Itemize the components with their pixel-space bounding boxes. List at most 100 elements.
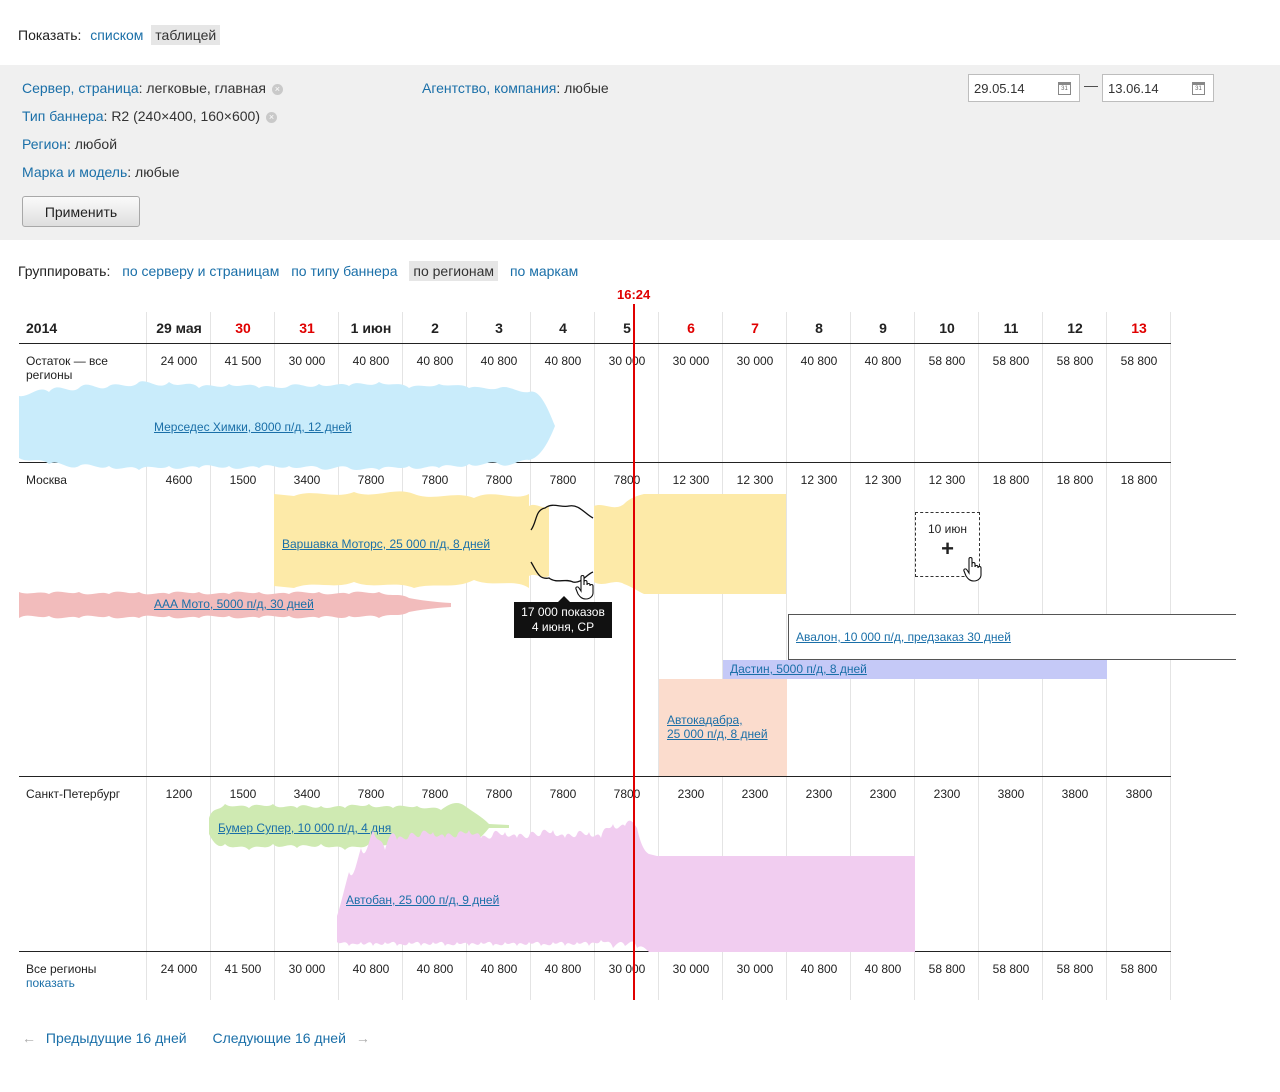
availability-value: 12 300 [928, 473, 966, 487]
filter-banner-link[interactable]: Тип баннера [22, 108, 104, 124]
campaign-blob-varshavka[interactable] [274, 484, 786, 596]
grid-column-line [722, 312, 723, 1000]
current-time-line [633, 304, 635, 1000]
campaign-link-varshavka[interactable]: Варшавка Моторс, 25 000 п/д, 8 дней [282, 537, 491, 551]
year-label: 2014 [26, 320, 58, 336]
view-list-link[interactable]: списком [90, 27, 144, 43]
availability-value: 40 800 [480, 962, 518, 976]
arrow-right-icon[interactable]: → [355, 1030, 370, 1046]
campaign-link-avalon[interactable]: Авалон, 10 000 п/д, предзаказ 30 дней [796, 630, 1011, 644]
grid-column-line [210, 312, 211, 1000]
add-slot-date: 10 июн [927, 522, 967, 536]
tooltip-impressions: 17 000 показов [521, 605, 605, 619]
availability-value: 58 800 [928, 962, 966, 976]
view-switch: Показать: списком таблицей [18, 25, 221, 45]
availability-value: 1200 [165, 787, 193, 801]
availability-value: 2300 [741, 787, 769, 801]
hand-pointer-icon [575, 574, 594, 600]
grid-column-line [786, 312, 787, 1000]
clear-banner-icon[interactable]: × [266, 112, 278, 123]
date-from-field[interactable]: 29.05.14 31 [968, 74, 1080, 102]
grouping-label: Группировать: [18, 263, 111, 279]
filter-server-link[interactable]: Сервер, страница [22, 80, 139, 96]
availability-value: 4600 [165, 473, 193, 487]
day-header: 2 [431, 320, 439, 336]
schedule-grid: 2014 29 мая 30 31 1 июн 2 3 4 5 6 7 8 9 10 11 12 13 Ост… [19, 312, 1236, 1000]
availability-value: 40 800 [800, 962, 838, 976]
group-by-brand-link[interactable]: по маркам [509, 263, 579, 279]
availability-value: 12 300 [736, 473, 774, 487]
availability-value: 7800 [357, 787, 385, 801]
grid-column-line [146, 312, 147, 1000]
campaign-bar-avtokadabra[interactable] [659, 679, 787, 776]
availability-value: 7800 [485, 787, 513, 801]
availability-value: 7800 [357, 473, 385, 487]
campaign-blob-mercedes[interactable] [19, 378, 559, 476]
availability-value: 41 500 [224, 962, 262, 976]
filter-banner-value: : R2 (240×400, 160×600) [103, 108, 261, 124]
availability-value: 40 800 [864, 354, 902, 368]
apply-button[interactable]: Применить [22, 196, 140, 227]
campaign-box-avalon[interactable] [788, 614, 1236, 660]
filter-banner: Тип баннера: R2 (240×400, 160×600) × [22, 106, 278, 126]
campaign-link-bumer[interactable]: Бумер Супер, 10 000 п/д, 4 дня [218, 821, 392, 835]
availability-value: 30 000 [288, 962, 326, 976]
row-label-all-remain: Остаток — все регионы [26, 354, 108, 382]
grid-column-line [594, 312, 595, 1000]
add-booking-slot[interactable]: 10 июн + [915, 512, 980, 577]
date-dash: — [1084, 77, 1098, 93]
group-by-server-link[interactable]: по серверу и страницам [122, 263, 280, 279]
availability-value: 18 800 [1056, 473, 1094, 487]
date-from-value: 29.05.14 [974, 81, 1025, 96]
grid-column-line [338, 312, 339, 1000]
calendar-icon[interactable]: 31 [1192, 82, 1205, 95]
availability-value: 58 800 [1056, 962, 1094, 976]
arrow-left-icon[interactable]: ← [22, 1030, 36, 1046]
clear-server-icon[interactable]: × [271, 84, 283, 95]
group-by-region-current: по регионам [409, 261, 499, 281]
filter-region-link[interactable]: Регион [22, 136, 67, 152]
availability-value: 24 000 [160, 962, 198, 976]
availability-value: 30 000 [608, 354, 646, 368]
availability-value: 40 800 [800, 354, 838, 368]
campaign-link-avtokadabra-line2[interactable]: 25 000 п/д, 8 дней [667, 727, 768, 741]
grid-column-line [402, 312, 403, 1000]
campaign-link-mercedes[interactable]: Мерседес Химки, 8000 п/д, 12 дней [154, 420, 352, 434]
availability-value: 3800 [1061, 787, 1089, 801]
all-regions-show-link[interactable]: показать [26, 976, 75, 990]
availability-value: 12 300 [800, 473, 838, 487]
availability-value: 40 800 [864, 962, 902, 976]
filter-agency-link[interactable]: Агентство, компания [422, 80, 557, 96]
filter-agency-value: : любые [556, 80, 609, 96]
pager: ← Предыдущие 16 дней Следующие 16 дней → [22, 1028, 370, 1048]
hand-pointer-icon [963, 556, 982, 582]
availability-value: 2300 [869, 787, 897, 801]
tooltip-date: 4 июня, СР [531, 620, 595, 634]
current-time-label: 16:24 [617, 287, 651, 302]
campaign-bar-dastin[interactable] [723, 660, 1107, 679]
plus-icon: + [941, 536, 954, 561]
campaign-blob-avtoban[interactable] [337, 816, 917, 952]
day-header: 11 [1003, 320, 1019, 336]
availability-value: 12 300 [672, 473, 710, 487]
campaign-link-dastin[interactable]: Дастин, 5000 п/д, 8 дней [730, 662, 867, 676]
filter-brand-value: : любые [127, 164, 180, 180]
campaign-link-avtoban[interactable]: Автобан, 25 000 п/д, 9 дней [346, 893, 500, 907]
availability-value: 7800 [421, 473, 449, 487]
availability-value: 3800 [997, 787, 1025, 801]
campaign-link-avtokadabra-line1[interactable]: Автокадабра, [667, 713, 743, 727]
grid-column-line [274, 312, 275, 1000]
campaign-link-aaa-moto[interactable]: ААА Мото, 5000 п/д, 30 дней [154, 597, 314, 611]
row-divider [19, 462, 1171, 463]
filter-brand-link[interactable]: Марка и модель [22, 164, 128, 180]
availability-value: 7800 [421, 787, 449, 801]
prev-16-days-link[interactable]: Предыдущие 16 дней [45, 1030, 187, 1046]
date-to-field[interactable]: 13.06.14 31 [1102, 74, 1214, 102]
next-16-days-link[interactable]: Следующие 16 дней [212, 1030, 346, 1046]
view-switch-label: Показать: [18, 27, 82, 43]
group-by-type-link[interactable]: по типу баннера [291, 263, 398, 279]
grouping-bar: Группировать: по серверу и страницам по … [18, 261, 578, 281]
calendar-icon[interactable]: 31 [1058, 82, 1071, 95]
campaign-blob-aaa-moto[interactable] [19, 588, 455, 622]
availability-value: 30 000 [288, 354, 326, 368]
